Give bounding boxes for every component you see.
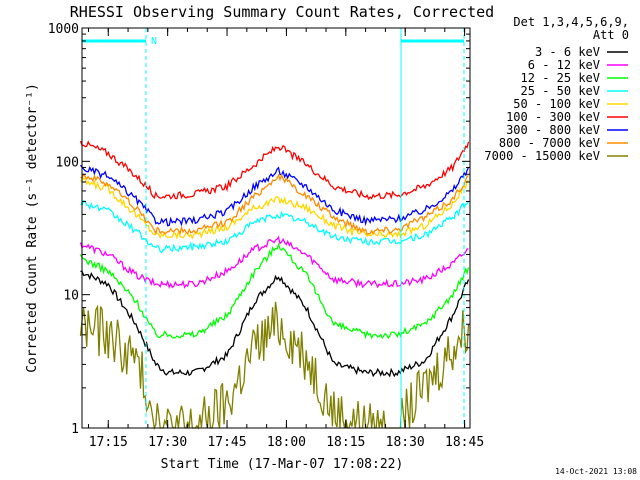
legend-label: 7000 - 15000 keV xyxy=(484,149,600,163)
y-tick-label: 1000 xyxy=(48,22,79,37)
x-tick-label: 18:15 xyxy=(326,435,365,450)
legend-label: 3 - 6 keV xyxy=(535,45,600,59)
x-axis-label: Start Time (17-Mar-07 17:08:22) xyxy=(161,457,404,472)
legend-label: 100 - 300 keV xyxy=(506,110,600,124)
legend-header-1: Det 1,3,4,5,6,9, xyxy=(513,15,629,29)
night-label: N xyxy=(151,36,157,47)
series-line-6 xyxy=(79,164,470,227)
series-line-1 xyxy=(79,235,469,289)
legend-label: 25 - 50 keV xyxy=(521,84,600,98)
legend-header-2: Att 0 xyxy=(593,28,629,42)
x-axis: 17:15 17:30 17:45 18:00 18:15 18:30 18:45 xyxy=(87,28,484,450)
x-tick-label: 18:30 xyxy=(386,435,425,450)
y-tick-label: 1 xyxy=(71,422,79,437)
y-axis-label: Corrected Count Rate (s⁻¹ detector⁻¹) xyxy=(25,83,40,373)
legend-label: 800 - 7000 keV xyxy=(499,136,600,150)
x-tick-label: 17:15 xyxy=(89,435,128,450)
y-tick-label: 100 xyxy=(56,155,79,170)
x-tick-label: 17:45 xyxy=(207,435,246,450)
legend-label: 50 - 100 keV xyxy=(513,97,600,111)
series-line-8 xyxy=(79,301,470,431)
x-tick-label: 17:30 xyxy=(148,435,187,450)
series-line-7 xyxy=(80,173,469,236)
legend-label: 300 - 800 keV xyxy=(506,123,600,137)
chart-title: RHESSI Observing Summary Count Rates, Co… xyxy=(70,3,494,21)
y-tick-label: 10 xyxy=(63,289,79,304)
legend-label: 12 - 25 keV xyxy=(521,71,600,85)
plot-frame xyxy=(81,27,471,429)
x-tick-label: 18:00 xyxy=(267,435,306,450)
legend-label: 6 - 12 keV xyxy=(528,58,600,72)
y-axis: 1 10 100 1000 xyxy=(48,22,470,437)
x-tick-label: 18:45 xyxy=(445,435,484,450)
footer-timestamp: 14-Oct-2021 13:08 xyxy=(555,467,637,476)
